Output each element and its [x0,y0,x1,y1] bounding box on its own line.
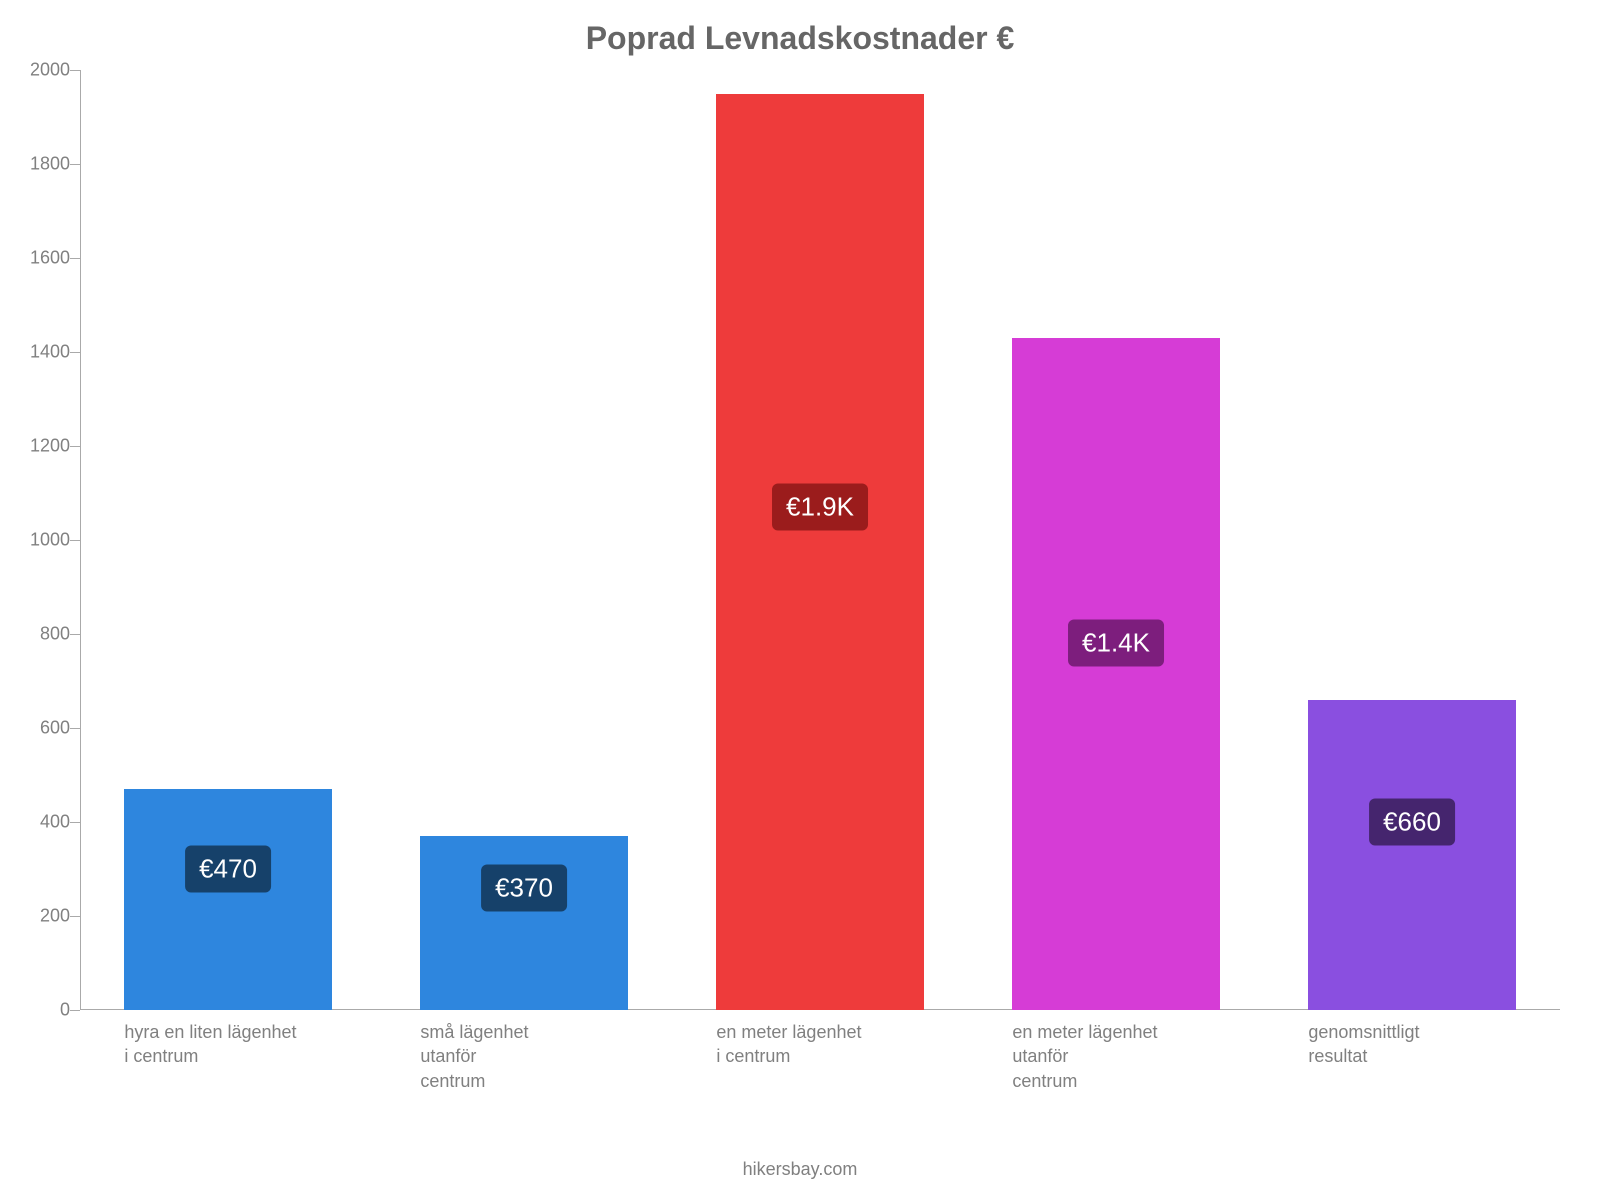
y-tick-label: 1600 [30,248,80,269]
y-tick-label: 400 [40,812,80,833]
bar [420,836,627,1010]
bar-value-badge: €470 [185,846,271,893]
y-tick-label: 2000 [30,60,80,81]
cost-of-living-chart: Poprad Levnadskostnader € 02004006008001… [0,0,1600,1200]
bar-value-badge: €370 [481,864,567,911]
bar-value-badge: €1.4K [1068,620,1164,667]
bar-value-badge: €1.9K [772,484,868,531]
credit-text: hikersbay.com [0,1159,1600,1180]
x-tick-label: en meter lägenhet i centrum [716,1020,963,1069]
y-tick-label: 800 [40,624,80,645]
y-tick-label: 200 [40,906,80,927]
bar [716,94,923,1011]
y-tick-label: 1400 [30,342,80,363]
y-tick-label: 0 [60,1000,80,1021]
y-axis-line [80,70,81,1010]
y-tick-label: 1800 [30,154,80,175]
plot-area: 0200400600800100012001400160018002000€47… [80,70,1560,1010]
bar [1308,700,1515,1010]
y-tick-label: 600 [40,718,80,739]
y-tick-label: 1200 [30,436,80,457]
y-tick-label: 1000 [30,530,80,551]
x-tick-label: en meter lägenhet utanför centrum [1012,1020,1259,1093]
bar [124,789,331,1010]
x-tick-label: genomsnittligt resultat [1308,1020,1555,1069]
bar [1012,338,1219,1010]
chart-title: Poprad Levnadskostnader € [0,20,1600,57]
x-tick-label: små lägenhet utanför centrum [420,1020,667,1093]
bar-value-badge: €660 [1369,799,1455,846]
x-tick-label: hyra en liten lägenhet i centrum [124,1020,371,1069]
